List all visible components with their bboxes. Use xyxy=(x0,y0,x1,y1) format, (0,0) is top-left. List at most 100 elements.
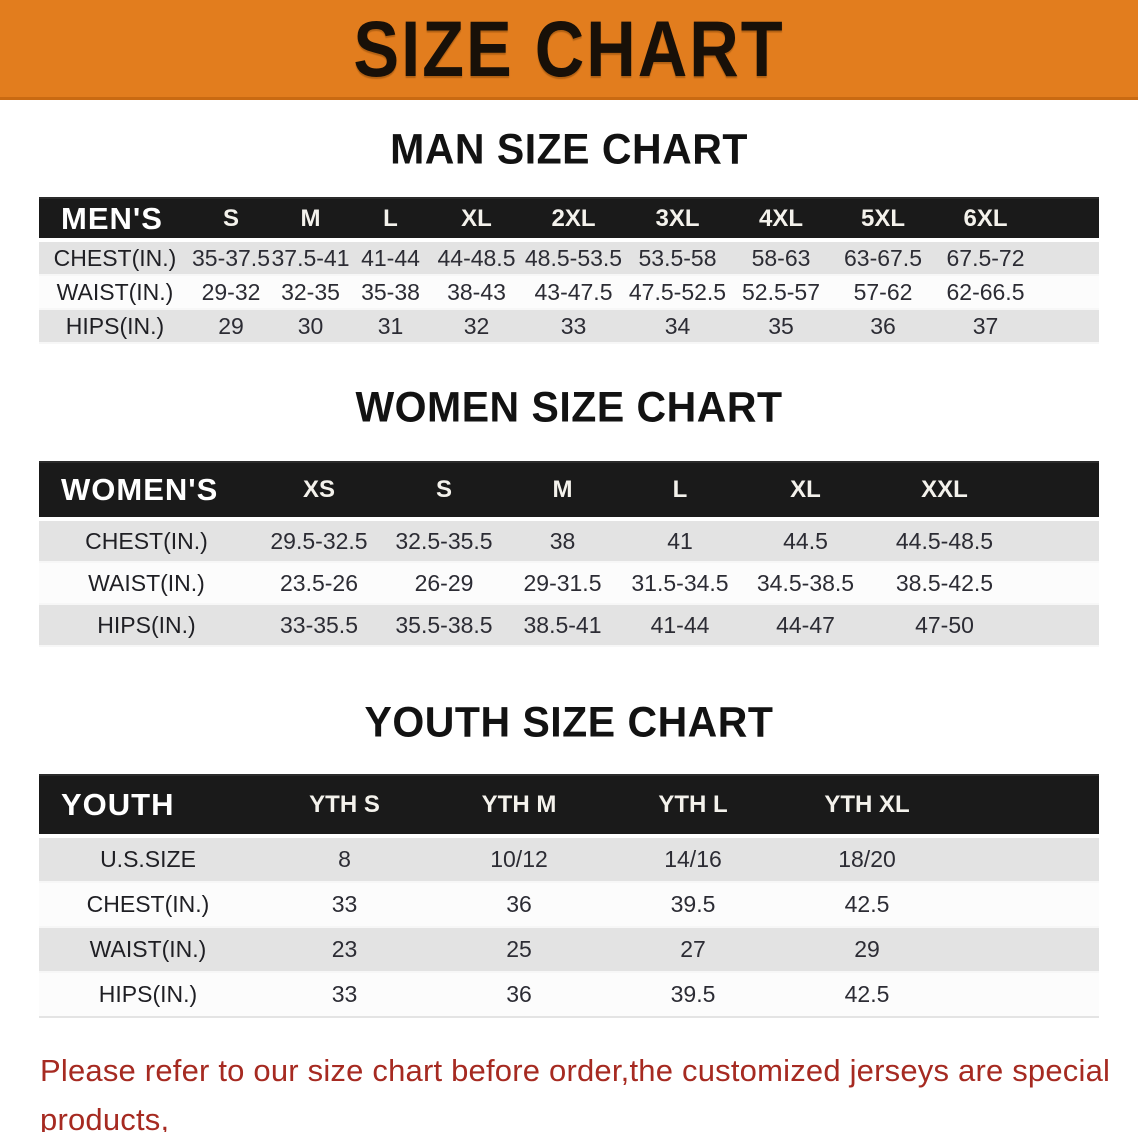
size-value: 58-63 xyxy=(730,242,832,276)
size-column-header: 6XL xyxy=(934,197,1037,242)
size-value: 41-44 xyxy=(350,242,431,276)
size-column-header: YTH XL xyxy=(780,774,954,838)
header-filler xyxy=(1017,461,1099,521)
womens-header-row: WOMEN'S XS S M L XL XXL xyxy=(39,461,1099,521)
row-filler xyxy=(1037,276,1099,310)
row-label: CHEST(IN.) xyxy=(39,242,191,276)
youth-chest-row: CHEST(IN.) 33 36 39.5 42.5 xyxy=(39,883,1099,928)
size-value: 37 xyxy=(934,310,1037,344)
size-value: 8 xyxy=(257,838,432,883)
size-value: 35.5-38.5 xyxy=(384,605,504,647)
size-value: 37.5-41 xyxy=(271,242,350,276)
size-value: 62-66.5 xyxy=(934,276,1037,310)
size-chart-banner: SIZE CHART xyxy=(0,0,1138,100)
mens-section-heading: MAN SIZE CHART xyxy=(390,124,748,174)
womens-section-heading: WOMEN SIZE CHART xyxy=(355,382,783,432)
size-value: 14/16 xyxy=(606,838,780,883)
size-value: 31.5-34.5 xyxy=(621,563,739,605)
size-value: 39.5 xyxy=(606,883,780,928)
youth-header-row: YOUTH YTH S YTH M YTH L YTH XL xyxy=(39,774,1099,838)
size-value: 38 xyxy=(504,521,621,563)
size-value: 38.5-42.5 xyxy=(872,563,1017,605)
row-filler xyxy=(1017,521,1099,563)
size-value: 53.5-58 xyxy=(625,242,730,276)
row-label: HIPS(IN.) xyxy=(39,605,254,647)
size-value: 47-50 xyxy=(872,605,1017,647)
size-value: 63-67.5 xyxy=(832,242,934,276)
row-label: WAIST(IN.) xyxy=(39,928,257,973)
size-value: 35-37.5 xyxy=(191,242,271,276)
size-value: 44.5-48.5 xyxy=(872,521,1017,563)
size-value: 34 xyxy=(625,310,730,344)
size-value: 23 xyxy=(257,928,432,973)
size-value: 29 xyxy=(780,928,954,973)
size-value: 42.5 xyxy=(780,973,954,1018)
size-value: 36 xyxy=(432,973,606,1018)
womens-waist-row: WAIST(IN.) 23.5-26 26-29 29-31.5 31.5-34… xyxy=(39,563,1099,605)
size-value: 52.5-57 xyxy=(730,276,832,310)
size-value: 29-32 xyxy=(191,276,271,310)
size-column-header: YTH M xyxy=(432,774,606,838)
womens-size-table: WOMEN'S XS S M L XL XXL CHEST(IN.) 29.5-… xyxy=(39,461,1099,647)
size-column-header: 5XL xyxy=(832,197,934,242)
youth-hips-row: HIPS(IN.) 33 36 39.5 42.5 xyxy=(39,973,1099,1018)
size-value: 32-35 xyxy=(271,276,350,310)
row-label: WAIST(IN.) xyxy=(39,276,191,310)
size-value: 57-62 xyxy=(832,276,934,310)
size-value: 35-38 xyxy=(350,276,431,310)
size-column-header: XL xyxy=(739,461,872,521)
row-label: WAIST(IN.) xyxy=(39,563,254,605)
size-value: 25 xyxy=(432,928,606,973)
size-value: 35 xyxy=(730,310,832,344)
size-value: 33 xyxy=(257,883,432,928)
row-label: U.S.SIZE xyxy=(39,838,257,883)
size-value: 30 xyxy=(271,310,350,344)
womens-header-label: WOMEN'S xyxy=(39,461,254,521)
size-value: 44-47 xyxy=(739,605,872,647)
row-filler xyxy=(1017,605,1099,647)
size-value: 67.5-72 xyxy=(934,242,1037,276)
size-value: 42.5 xyxy=(780,883,954,928)
size-value: 29.5-32.5 xyxy=(254,521,384,563)
size-value: 36 xyxy=(432,883,606,928)
size-value: 41-44 xyxy=(621,605,739,647)
row-label: CHEST(IN.) xyxy=(39,883,257,928)
disclaimer-text: Please refer to our size chart before or… xyxy=(40,1046,1138,1132)
row-filler xyxy=(1037,242,1099,276)
size-column-header: M xyxy=(271,197,350,242)
size-value: 41 xyxy=(621,521,739,563)
youth-header-label: YOUTH xyxy=(39,774,257,838)
size-column-header: YTH L xyxy=(606,774,780,838)
header-filler xyxy=(1037,197,1099,242)
youth-section-heading: YOUTH SIZE CHART xyxy=(364,697,774,747)
womens-chest-row: CHEST(IN.) 29.5-32.5 32.5-35.5 38 41 44.… xyxy=(39,521,1099,563)
youth-ussize-row: U.S.SIZE 8 10/12 14/16 18/20 xyxy=(39,838,1099,883)
size-column-header: S xyxy=(191,197,271,242)
row-label: HIPS(IN.) xyxy=(39,310,191,344)
row-filler xyxy=(954,928,1099,973)
mens-hips-row: HIPS(IN.) 29 30 31 32 33 34 35 36 37 xyxy=(39,310,1099,344)
size-value: 32 xyxy=(431,310,522,344)
row-filler xyxy=(954,883,1099,928)
size-column-header: L xyxy=(621,461,739,521)
size-value: 26-29 xyxy=(384,563,504,605)
size-column-header: YTH S xyxy=(257,774,432,838)
size-value: 47.5-52.5 xyxy=(625,276,730,310)
size-value: 23.5-26 xyxy=(254,563,384,605)
size-column-header: 4XL xyxy=(730,197,832,242)
size-value: 32.5-35.5 xyxy=(384,521,504,563)
size-value: 36 xyxy=(832,310,934,344)
size-value: 44.5 xyxy=(739,521,872,563)
size-column-header: M xyxy=(504,461,621,521)
size-value: 29-31.5 xyxy=(504,563,621,605)
size-value: 18/20 xyxy=(780,838,954,883)
size-column-header: XL xyxy=(431,197,522,242)
row-label: CHEST(IN.) xyxy=(39,521,254,563)
size-column-header: 3XL xyxy=(625,197,730,242)
banner-title: SIZE CHART xyxy=(353,4,785,93)
size-value: 34.5-38.5 xyxy=(739,563,872,605)
womens-hips-row: HIPS(IN.) 33-35.5 35.5-38.5 38.5-41 41-4… xyxy=(39,605,1099,647)
size-column-header: L xyxy=(350,197,431,242)
size-column-header: XXL xyxy=(872,461,1017,521)
size-value: 38-43 xyxy=(431,276,522,310)
